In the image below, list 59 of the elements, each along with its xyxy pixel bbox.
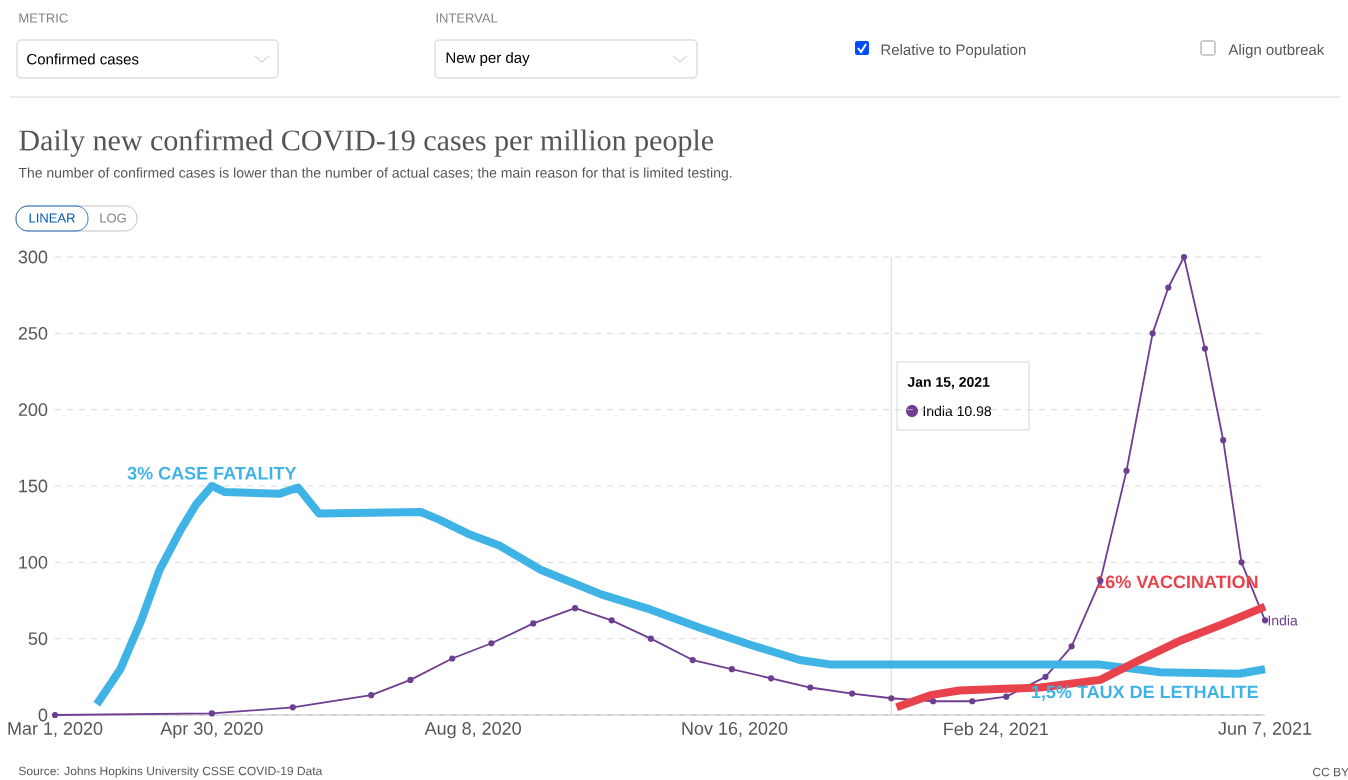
point — [1165, 284, 1172, 291]
point — [1220, 437, 1227, 444]
y-tick-label: 50 — [28, 632, 48, 646]
text: Align outbreak — [1228, 44, 1325, 58]
text: LOG — [100, 213, 126, 223]
point — [1003, 693, 1010, 700]
y-tick-label: 100 — [19, 555, 48, 569]
text: CC BY — [1313, 767, 1348, 777]
x-tick-label: Mar 1, 2020 — [8, 722, 103, 737]
y-tick-label: 200 — [18, 403, 48, 417]
y-tick-label: 250 — [18, 326, 48, 340]
x-tick-label: Aug 8, 2020 — [424, 722, 521, 739]
text: LINEAR — [29, 213, 75, 223]
source-note: Source: Johns Hopkins University CSSE COVID-19 Data — [18, 766, 323, 778]
point — [530, 620, 537, 627]
point — [1042, 673, 1049, 680]
point — [608, 617, 615, 624]
y-tick-label: 0 — [38, 708, 48, 722]
point — [289, 704, 296, 711]
point — [689, 656, 696, 664]
point — [930, 698, 937, 705]
point — [51, 711, 59, 719]
text: INTERVAL — [436, 13, 498, 23]
text: New per day — [446, 52, 530, 66]
point — [407, 676, 414, 683]
point — [1180, 253, 1188, 261]
text: Confirmed cases — [27, 53, 139, 65]
y-tick-label: 150 — [19, 479, 48, 493]
annotation: 1,5% TAUX DE LETHALITE — [1032, 685, 1258, 701]
point — [1123, 467, 1130, 474]
text: Relative to Population — [881, 44, 1026, 58]
chart-subtitle: The number of confirmed cases is lower than the number of actual cases; the main reason for that is limited testing. — [18, 167, 732, 181]
y-tick-label: 300 — [18, 250, 48, 264]
chart-title: Daily new confirmed COVID-19 cases per million people — [19, 129, 714, 157]
x-tick-label: Apr 30, 2020 — [160, 722, 263, 739]
point — [969, 698, 976, 705]
point — [571, 605, 579, 612]
point — [807, 684, 814, 691]
point — [767, 675, 775, 682]
point — [449, 655, 456, 662]
annotation: Jan 15, 2021 — [907, 377, 990, 389]
series-label: India — [1268, 615, 1298, 626]
point — [1238, 559, 1245, 566]
point — [1149, 330, 1156, 337]
point — [849, 690, 856, 697]
annotation: 3% CASE FATALITY — [127, 466, 297, 480]
point — [208, 710, 215, 717]
point — [488, 640, 495, 647]
text: METRIC — [19, 13, 68, 23]
point — [888, 695, 895, 702]
annotation: India 10.98 — [923, 405, 992, 417]
point — [647, 635, 654, 642]
x-tick-label: Jun 7, 2021 — [1218, 722, 1312, 737]
point — [1068, 643, 1075, 650]
point — [728, 666, 735, 673]
x-tick-label: Feb 24, 2021 — [944, 722, 1048, 738]
point — [368, 692, 375, 699]
x-tick-label: Nov 16, 2020 — [682, 722, 788, 737]
point — [1201, 345, 1209, 352]
